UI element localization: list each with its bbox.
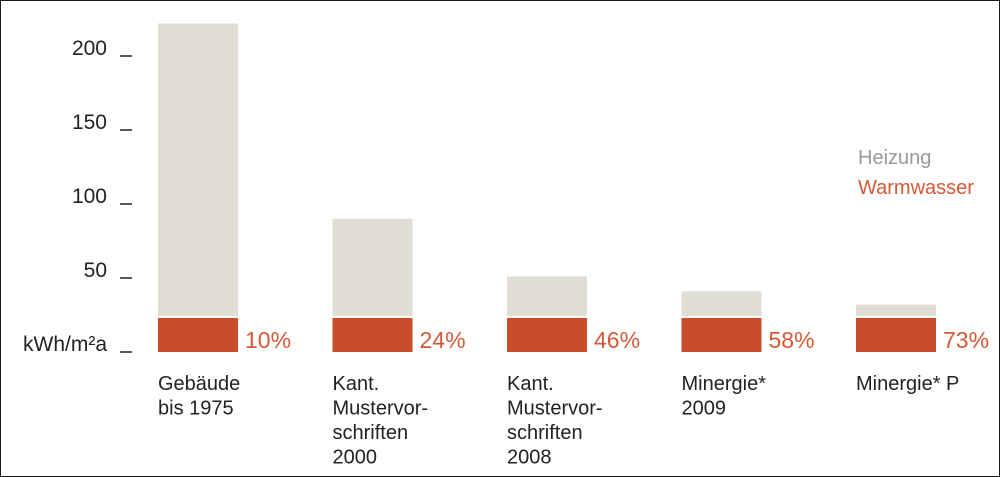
category-label-line: Kant. [507,373,554,395]
bar-warmwasser [856,317,936,352]
share-label: 46% [594,327,640,353]
category-label-line: bis 1975 [158,398,234,420]
category-label-line: Mustervor- [507,398,603,420]
category-label: Minergie* P [856,373,959,395]
y-axis-unit-label: kWh/m²a [23,333,107,356]
category-label: Kant. Mustervor-schriften 2000 [333,373,429,469]
category-label: Kant. Mustervor-schriften 2008 [507,373,603,469]
category-label-line: Kant. [333,373,380,395]
legend-item-warmwasser: Warmwasser [858,177,974,199]
category-label: Minergie* 2009 [682,373,767,420]
y-tick-label: 50 [84,259,107,282]
share-label: 58% [769,327,815,353]
bar-heizung [158,23,238,316]
category-label: Gebäude bis 1975 [158,373,240,420]
category-label-line: schriften [333,422,409,444]
legend-item-heizung: Heizung [858,147,931,169]
category-label-line: 2000 [333,447,378,469]
bar-warmwasser [507,317,587,352]
bar-warmwasser [681,317,762,352]
y-tick-label: 200 [72,37,107,60]
share-label: 10% [245,327,291,353]
y-tick-label: 100 [72,185,107,208]
category-label-line: Minergie* [682,373,767,395]
share-label: 73% [943,327,989,353]
bar-warmwasser [332,317,413,352]
category-label-line: Minergie* P [856,373,959,395]
y-tick-label: 150 [72,111,107,134]
category-label-line: Gebäude [158,373,240,395]
bar-warmwasser [158,317,238,352]
bar-heizung [856,304,936,316]
category-label-line: 2008 [507,447,552,469]
bar-heizung [332,218,413,316]
category-label-line: Mustervor- [333,398,429,420]
bar-heizung [681,291,762,316]
category-label-line: schriften [507,422,583,444]
category-label-line: 2009 [682,398,727,420]
bar-heizung [507,276,587,316]
share-label: 24% [420,327,466,353]
